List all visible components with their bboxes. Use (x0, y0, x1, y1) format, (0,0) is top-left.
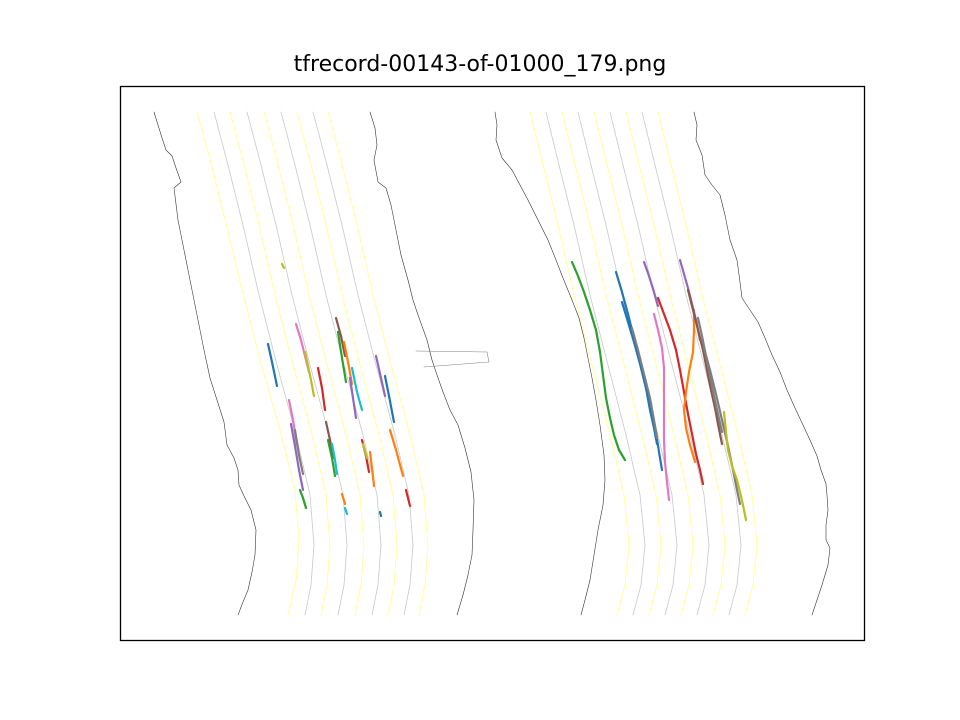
right-panel-lane-line-5 (609, 111, 710, 616)
left-panel-track-5 (336, 330, 348, 384)
left-panel-track-18 (374, 354, 387, 398)
left-panel-track-24 (378, 510, 383, 518)
right-panel-track-3 (630, 326, 659, 440)
right-panel-road-edge-0 (494, 111, 606, 616)
left-panel-track-8 (350, 366, 364, 412)
left-panel-track-25 (280, 262, 286, 270)
tracks-layer (266, 258, 748, 522)
extra-mark-0 (415, 350, 490, 368)
left-panel-track-2 (303, 350, 316, 398)
lane-lines-layer (196, 111, 758, 616)
right-panel-track-5 (652, 312, 671, 502)
road-edges-layer (153, 111, 831, 616)
right-panel-track-7 (682, 308, 697, 464)
left-panel-track-26 (361, 442, 369, 460)
left-panel-track-4 (334, 316, 347, 358)
left-panel-track-6 (342, 340, 354, 386)
left-panel-road-edge-1 (369, 111, 475, 616)
left-panel-lane-line-1 (213, 111, 315, 616)
left-panel-track-21 (404, 488, 412, 508)
left-panel-track-23 (343, 506, 349, 516)
left-panel-track-3 (316, 366, 327, 412)
left-panel-lane-line-5 (280, 111, 382, 616)
left-panel-track-7 (348, 376, 358, 420)
right-panel-track-6 (656, 296, 705, 486)
left-panel-lane-line-7 (312, 111, 414, 616)
right-panel-track-11 (702, 346, 742, 506)
right-panel-track-2 (620, 300, 659, 446)
left-panel-track-20 (388, 428, 405, 478)
chart-title: tfrecord-00143-of-01000_179.png (293, 52, 667, 77)
left-panel-lane-line-6 (296, 111, 398, 616)
extra-marks-layer (415, 350, 490, 368)
left-panel-road-edge-0 (153, 111, 257, 616)
right-panel-track-9 (686, 288, 724, 446)
right-panel-lane-line-1 (545, 111, 646, 616)
left-panel-track-19 (383, 374, 396, 424)
left-panel-lane-line-2 (229, 111, 331, 616)
right-panel-track-12 (722, 410, 748, 522)
left-panel-track-12 (298, 488, 308, 510)
left-panel-track-17 (368, 450, 376, 488)
left-panel-lane-line-8 (327, 111, 429, 616)
left-panel-lane-line-4 (263, 111, 365, 616)
axes-frame (119, 85, 866, 642)
right-panel-road-edge-1 (693, 111, 831, 616)
right-panel-lane-line-2 (561, 111, 662, 616)
left-panel-lane-line-0 (196, 111, 300, 616)
right-panel-lane-line-6 (625, 111, 726, 616)
left-panel-track-22 (340, 492, 347, 506)
right-panel-lane-line-0 (529, 111, 630, 616)
right-panel-track-4 (642, 260, 660, 308)
left-panel-track-14 (326, 438, 337, 478)
left-panel-track-10 (289, 422, 305, 492)
right-panel-track-10 (696, 316, 724, 434)
right-panel-lane-line-3 (577, 111, 678, 616)
left-panel-track-15 (330, 442, 339, 476)
left-panel-track-0 (266, 342, 279, 388)
right-panel-lane-line-8 (657, 111, 758, 616)
left-panel-track-11 (293, 428, 305, 476)
right-panel-track-0 (570, 260, 627, 462)
left-panel-lane-line-3 (246, 111, 348, 616)
